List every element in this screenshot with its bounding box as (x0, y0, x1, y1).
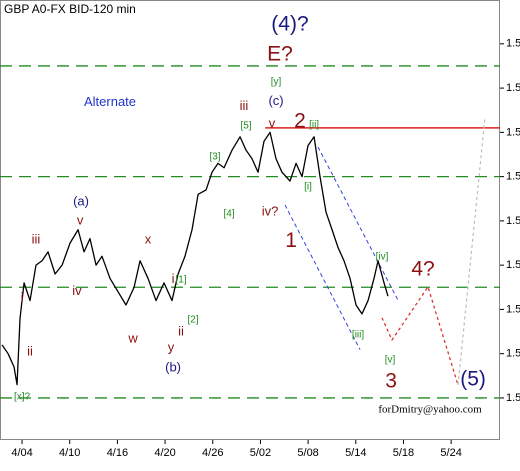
wave-label: [1] (175, 274, 186, 285)
projection-line (457, 117, 486, 386)
wave-label: (4)? (271, 12, 308, 35)
channel-line (284, 204, 361, 350)
wave-label: [iii] (352, 330, 364, 341)
wave-label: [iv] (376, 251, 389, 262)
wave-label: iii (32, 231, 41, 246)
wave-label: (a) (73, 193, 89, 208)
y-tick-label: 1.55 (506, 171, 520, 183)
wave-label: i (21, 289, 24, 304)
wave-label: [ii] (309, 119, 319, 130)
wave-label: [3] (209, 151, 220, 162)
wave-label: [y] (271, 77, 282, 88)
x-tick-label: 5/02 (250, 447, 271, 459)
wave-label: 4? (411, 258, 434, 281)
x-tick-label: 4/26 (202, 447, 223, 459)
wave-label: y (168, 339, 175, 354)
y-tick-label: 1.50 (506, 392, 520, 404)
x-tick-label: 5/18 (393, 447, 414, 459)
wave-label: (b) (165, 359, 181, 374)
wave-label: iii (240, 98, 249, 113)
watermark: forDmitry@yahoo.com (378, 404, 482, 416)
wave-label: Alternate (84, 94, 136, 109)
chart-title: GBP A0-FX BID-120 min (4, 2, 136, 16)
wave-label: x (145, 231, 152, 246)
price-line (1, 131, 389, 386)
wave-label: iv (72, 283, 82, 298)
wave-label: 1 (285, 229, 297, 252)
y-tick-label: 1.58 (506, 38, 520, 50)
x-tick-label: 5/14 (345, 447, 366, 459)
projection-line (381, 285, 459, 386)
wave-label: [4] (224, 208, 235, 219)
y-tick-label: 1.52 (506, 303, 520, 315)
wave-label: [2] (188, 315, 199, 326)
wave-label: 3 (385, 370, 397, 393)
wave-label: i (172, 271, 175, 286)
plot-frame (0, 0, 500, 440)
wave-label: E? (267, 42, 293, 65)
wave-label: iv? (262, 203, 279, 218)
y-tick-label: 1.53 (506, 259, 520, 271)
x-tick-label: 4/16 (107, 447, 128, 459)
wave-label: ii (178, 323, 184, 338)
y-tick-label: 1.51 (506, 348, 520, 360)
wave-label: [5] (240, 120, 251, 131)
wave-label: ii (27, 343, 33, 358)
y-tick-label: 1.54 (506, 215, 520, 227)
wave-label: (c) (268, 93, 283, 108)
x-tick-label: 4/20 (154, 447, 175, 459)
wave-label: [i] (304, 181, 312, 192)
x-tick-label: 4/10 (59, 447, 80, 459)
x-tick-label: 5/24 (440, 447, 461, 459)
wave-label: w (127, 331, 138, 346)
wave-label: v (269, 115, 276, 130)
wave-label: [v] (385, 355, 396, 366)
x-tick-label: 5/08 (297, 447, 318, 459)
wave-label: (5) (460, 367, 486, 390)
channel-line (317, 146, 399, 301)
y-tick-label: 1.57 (506, 82, 520, 94)
x-tick-label: 4/04 (11, 447, 32, 459)
wave-label: [x]? (14, 392, 31, 403)
y-tick-label: 1.56 (506, 126, 520, 138)
wave-label: v (77, 212, 84, 227)
wave-label: 2 (294, 109, 306, 132)
